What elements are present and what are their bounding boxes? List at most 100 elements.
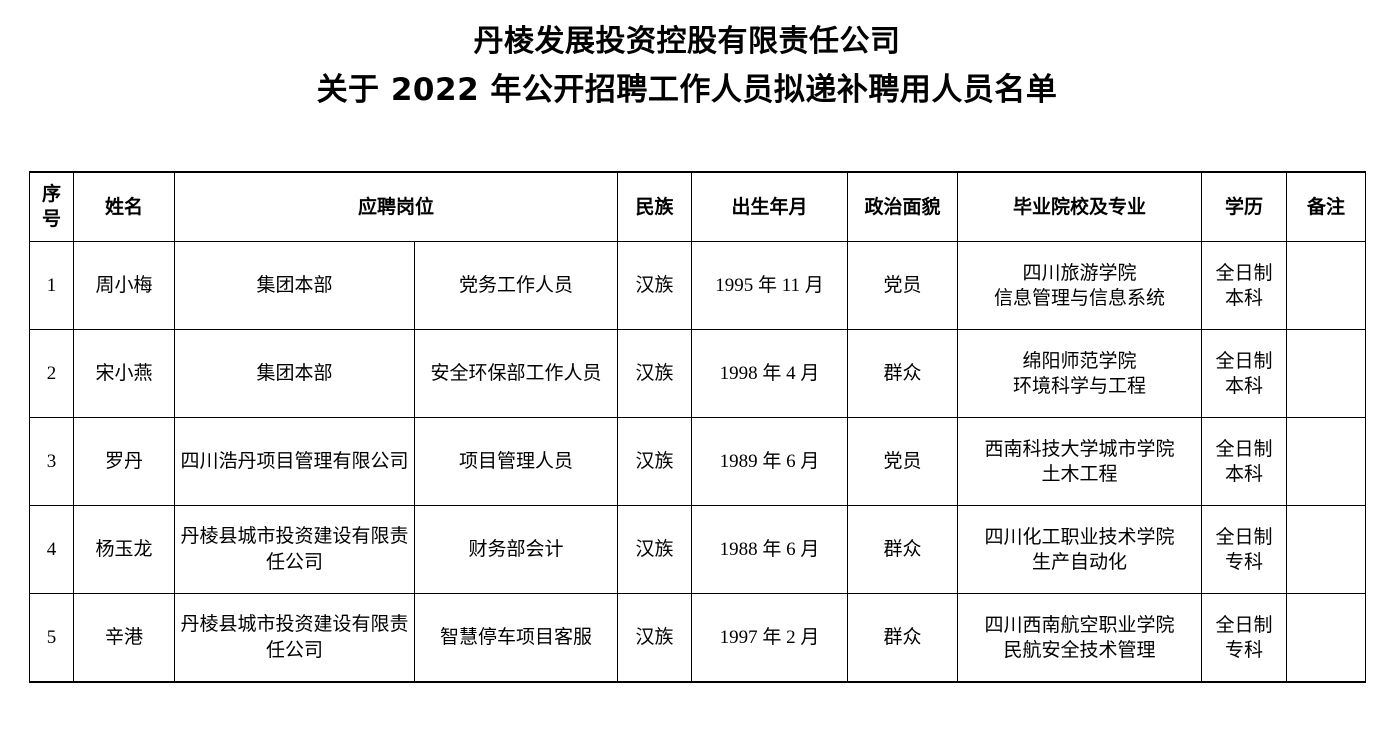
table-row: 5 辛港 丹棱县城市投资建设有限责任公司 智慧停车项目客服 汉族 1997 年 … (29, 593, 1367, 683)
cell-seq: 3 (29, 417, 74, 506)
cell-major: 土木工程 (1041, 463, 1118, 485)
cell-org: 丹棱县城市投资建设有限责任公司 (174, 505, 415, 594)
table-row: 4 杨玉龙 丹棱县城市投资建设有限责任公司 财务部会计 汉族 1988 年 6 … (29, 505, 1367, 594)
column-header-education: 学历 (1201, 171, 1288, 242)
cell-org-text: 丹棱县城市投资建设有限责任公司 (180, 525, 409, 573)
column-header-remark: 备注 (1286, 171, 1367, 242)
cell-education-type: 全日制 (1215, 526, 1273, 548)
cell-education: 全日制 专科 (1201, 505, 1288, 594)
cell-ethnicity: 汉族 (617, 241, 693, 330)
cell-name: 辛港 (73, 593, 175, 683)
cell-major: 生产自动化 (1032, 551, 1128, 573)
table-row: 3 罗丹 四川浩丹项目管理有限公司 项目管理人员 汉族 1989 年 6 月 党… (29, 417, 1367, 506)
cell-major: 信息管理与信息系统 (994, 287, 1166, 309)
cell-education-level: 专科 (1225, 551, 1264, 573)
cell-org: 集团本部 (174, 329, 415, 418)
title-line-subject: 关于 2022 年公开招聘工作人员拟递补聘用人员名单 (316, 72, 1058, 108)
cell-ethnicity: 汉族 (617, 329, 693, 418)
cell-major: 环境科学与工程 (1013, 375, 1147, 397)
cell-political: 党员 (847, 241, 959, 330)
cell-education: 全日制 本科 (1201, 417, 1288, 506)
cell-seq: 1 (29, 241, 74, 330)
column-header-name: 姓名 (73, 171, 175, 242)
cell-birth: 1988 年 6 月 (691, 505, 849, 594)
cell-birth: 1989 年 6 月 (691, 417, 849, 506)
cell-school: 四川旅游学院 (1022, 262, 1137, 284)
cell-school-major: 西南科技大学城市学院 土木工程 (957, 417, 1203, 506)
column-header-political: 政治面貌 (847, 171, 959, 242)
cell-remark (1286, 593, 1367, 683)
cell-post: 安全环保部工作人员 (413, 329, 619, 418)
cell-post: 党务工作人员 (413, 241, 619, 330)
cell-political: 群众 (847, 329, 959, 418)
column-header-seq: 序号 (29, 171, 74, 242)
cell-education-group: 全日制 专科 (1205, 525, 1283, 575)
table-row: 2 宋小燕 集团本部 安全环保部工作人员 汉族 1998 年 4 月 群众 绵阳… (29, 329, 1367, 418)
cell-school-major: 四川西南航空职业学院 民航安全技术管理 (957, 593, 1203, 683)
cell-org: 四川浩丹项目管理有限公司 (174, 417, 415, 506)
cell-education: 全日制 本科 (1201, 329, 1288, 418)
cell-school: 西南科技大学城市学院 (984, 438, 1175, 460)
cell-school-major: 四川旅游学院 信息管理与信息系统 (957, 241, 1203, 330)
cell-org: 丹棱县城市投资建设有限责任公司 (174, 593, 415, 683)
cell-school-major-group: 四川化工职业技术学院 生产自动化 (961, 525, 1198, 575)
cell-post: 项目管理人员 (413, 417, 619, 506)
roster-table-container: 序号 姓名 应聘岗位 民族 出生年月 政治面貌 毕业院校及专业 学历 备注 1 … (29, 171, 1367, 683)
cell-school-major-group: 四川旅游学院 信息管理与信息系统 (961, 261, 1198, 311)
cell-education: 全日制 本科 (1201, 241, 1288, 330)
column-header-birth: 出生年月 (691, 171, 849, 242)
cell-post: 财务部会计 (413, 505, 619, 594)
cell-post: 智慧停车项目客服 (413, 593, 619, 683)
cell-education-group: 全日制 专科 (1205, 613, 1283, 663)
cell-name: 宋小燕 (73, 329, 175, 418)
cell-seq: 5 (29, 593, 74, 683)
cell-org-text: 集团本部 (256, 362, 333, 384)
cell-org-text: 集团本部 (256, 274, 333, 296)
cell-remark (1286, 417, 1367, 506)
cell-birth: 1995 年 11 月 (691, 241, 849, 330)
cell-birth: 1997 年 2 月 (691, 593, 849, 683)
cell-org-text: 四川浩丹项目管理有限公司 (180, 450, 409, 472)
cell-education-type: 全日制 (1215, 262, 1273, 284)
column-header-ethnicity: 民族 (617, 171, 693, 242)
title-line-company: 丹棱发展投资控股有限责任公司 (473, 24, 901, 59)
cell-education: 全日制 专科 (1201, 593, 1288, 683)
cell-education-level: 本科 (1225, 375, 1264, 397)
cell-education-type: 全日制 (1215, 438, 1273, 460)
cell-major: 民航安全技术管理 (1003, 639, 1156, 661)
cell-ethnicity: 汉族 (617, 593, 693, 683)
cell-political: 党员 (847, 417, 959, 506)
cell-remark (1286, 505, 1367, 594)
cell-education-level: 本科 (1225, 463, 1264, 485)
table-header-row: 序号 姓名 应聘岗位 民族 出生年月 政治面貌 毕业院校及专业 学历 备注 (29, 171, 1367, 242)
cell-remark (1286, 329, 1367, 418)
cell-school: 四川化工职业技术学院 (984, 526, 1175, 548)
cell-education-group: 全日制 本科 (1205, 349, 1283, 399)
cell-org: 集团本部 (174, 241, 415, 330)
document-title: 丹棱发展投资控股有限责任公司 关于 2022 年公开招聘工作人员拟递补聘用人员名… (0, 0, 1374, 114)
table-row: 1 周小梅 集团本部 党务工作人员 汉族 1995 年 11 月 党员 四川旅游… (29, 241, 1367, 330)
cell-school: 绵阳师范学院 (1022, 350, 1137, 372)
cell-ethnicity: 汉族 (617, 505, 693, 594)
cell-education-group: 全日制 本科 (1205, 437, 1283, 487)
cell-education-group: 全日制 本科 (1205, 261, 1283, 311)
cell-name: 周小梅 (73, 241, 175, 330)
cell-remark (1286, 241, 1367, 330)
cell-seq: 4 (29, 505, 74, 594)
cell-seq: 2 (29, 329, 74, 418)
cell-political: 群众 (847, 505, 959, 594)
cell-name: 罗丹 (73, 417, 175, 506)
cell-school-major-group: 西南科技大学城市学院 土木工程 (961, 437, 1198, 487)
cell-school: 四川西南航空职业学院 (984, 614, 1175, 636)
cell-school-major: 四川化工职业技术学院 生产自动化 (957, 505, 1203, 594)
column-header-school: 毕业院校及专业 (957, 171, 1203, 242)
roster-table: 序号 姓名 应聘岗位 民族 出生年月 政治面貌 毕业院校及专业 学历 备注 1 … (29, 171, 1367, 683)
cell-political: 群众 (847, 593, 959, 683)
table-body: 1 周小梅 集团本部 党务工作人员 汉族 1995 年 11 月 党员 四川旅游… (29, 241, 1367, 683)
cell-org-text: 丹棱县城市投资建设有限责任公司 (180, 613, 409, 661)
cell-education-type: 全日制 (1215, 614, 1273, 636)
column-header-position: 应聘岗位 (173, 171, 619, 242)
table-header: 序号 姓名 应聘岗位 民族 出生年月 政治面貌 毕业院校及专业 学历 备注 (29, 171, 1367, 242)
cell-birth: 1998 年 4 月 (691, 329, 849, 418)
